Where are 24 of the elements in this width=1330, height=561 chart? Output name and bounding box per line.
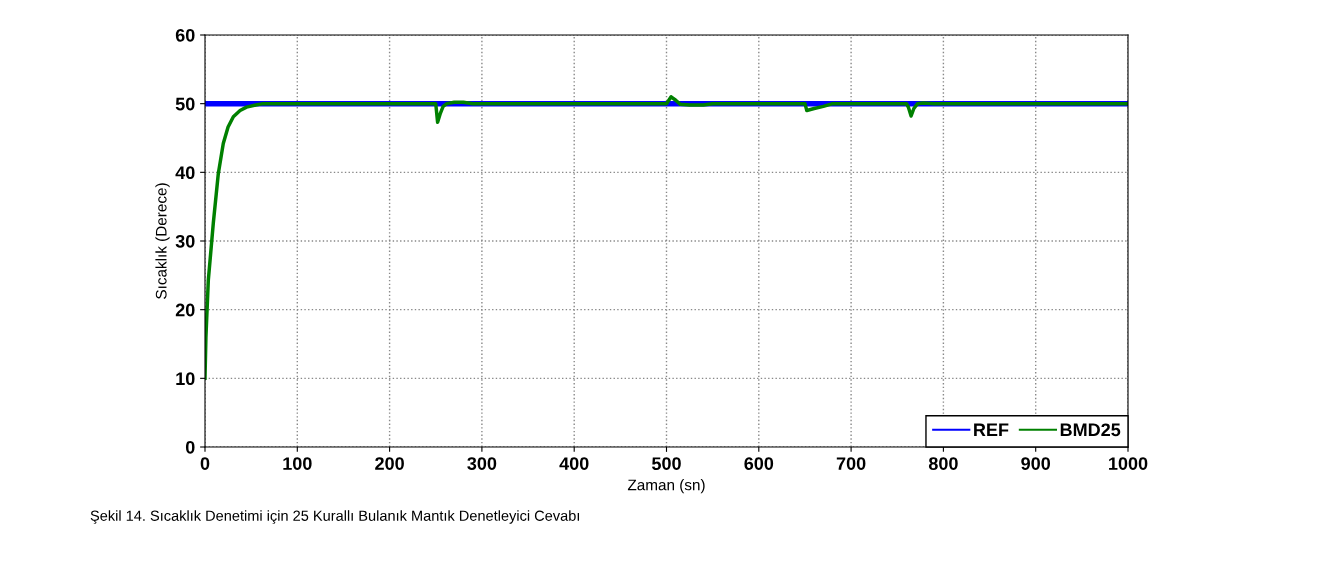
line-series: [205, 95, 1128, 381]
text: Şekil 14. Sıcaklık Denetimi için 25 Kurallı Bulanık Mantık Denetleyici Cevabı: [90, 510, 579, 524]
legend-label: REF: [974, 423, 1009, 437]
x-axis-title: Zaman (sn): [627, 479, 705, 494]
x-tick-label: 1000: [1109, 457, 1148, 470]
y-axis-title: Sıcaklık (Derece): [155, 183, 170, 299]
y-tick-label: 30: [175, 234, 195, 248]
y-tick-label: 50: [175, 97, 195, 111]
y-tick-label: 40: [175, 166, 195, 180]
y-tick-label: 20: [175, 303, 195, 317]
y-tick-label: 0: [185, 440, 195, 454]
y-tick-label: 10: [176, 372, 195, 386]
x-tick-label: 100: [283, 457, 312, 470]
x-tick-label: 900: [1021, 457, 1051, 470]
legend-label: BMD25: [1060, 423, 1121, 437]
x-tick-label: 500: [651, 457, 681, 470]
x-tick-label: 0: [200, 457, 210, 470]
x-tick-label: 700: [836, 457, 866, 470]
x-tick-label: 200: [375, 457, 404, 470]
x-tick-label: 600: [744, 457, 774, 470]
y-tick-label: 60: [175, 28, 195, 42]
x-tick-label: 400: [559, 457, 589, 470]
x-tick-label: 800: [928, 457, 958, 470]
x-tick-label: 300: [467, 457, 497, 471]
